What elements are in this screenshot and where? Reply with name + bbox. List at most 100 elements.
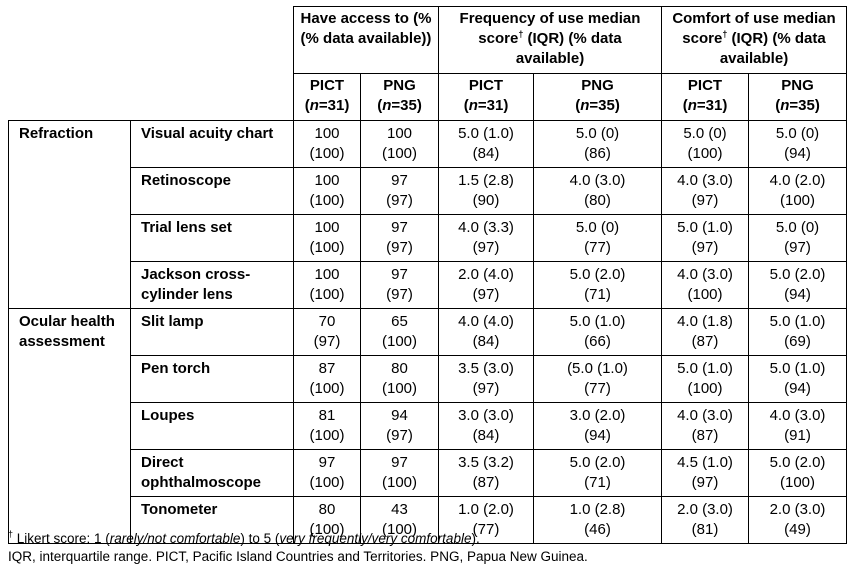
table-row: Trial lens set 100 (100) 97 (97) 4.0 (3.3) (97… [9,214,847,262]
value-data-available: (100) [687,145,723,162]
header-blank-2 [9,74,294,121]
value-main: 4.0 (2.0) [769,172,826,189]
value-data-available: (87) [472,474,500,491]
value-cell: 5.0 (0) (94) [748,120,847,168]
value-cell: 5.0 (2.0) (94) [748,261,847,309]
value-data-available: (100) [309,474,345,491]
value-cell: 100 (100) [293,167,361,215]
value-main: 5.0 (0) [683,125,727,142]
subheader-frequency-png: PNG (n=35) [533,73,662,121]
value-cell: 5.0 (0) (77) [533,214,662,262]
value-main: 5.0 (1.0) [677,360,733,377]
value-data-available: (81) [691,521,719,538]
value-cell: 5.0 (1.0) (66) [533,308,662,356]
value-main: 87 [318,360,336,377]
footnote-abbreviations: IQR, interquartile range. PICT, Pacific … [8,549,588,564]
value-main: 100 [314,125,340,142]
value-cell: 4.0 (3.0) (97) [661,167,749,215]
value-cell: 5.0 (2.0) (71) [533,261,662,309]
value-cell: 3.0 (3.0) (84) [438,402,534,450]
value-cell: 5.0 (1.0) (100) [661,355,749,403]
value-data-available: (71) [584,474,611,491]
equipment-name: Direct ophthalmoscope [130,449,294,497]
equipment-name: Trial lens set [130,214,294,262]
value-cell: 5.0 (2.0) (71) [533,449,662,497]
value-data-available: (91) [784,427,811,444]
value-main: 5.0 (2.0) [769,266,826,283]
value-main: 100 [314,219,340,236]
value-cell: 100 (100) [360,120,439,168]
value-data-available: (97) [472,380,500,397]
value-main: 5.0 (1.0) [769,360,826,377]
value-data-available: (86) [584,145,611,162]
value-data-available: (97) [472,286,500,303]
value-cell: 5.0 (0) (97) [748,214,847,262]
value-data-available: (100) [381,521,418,538]
value-cell: 97 (100) [293,449,361,497]
value-main: 1.0 (2.8) [569,501,626,518]
value-main: 4.0 (3.0) [677,172,733,189]
value-data-available: (97) [386,286,413,303]
value-main: 70 [318,313,336,330]
value-cell: 4.0 (3.3) (97) [438,214,534,262]
equipment-name: Tonometer [130,496,294,544]
value-main: 97 [391,219,408,236]
value-data-available: (77) [472,521,500,538]
value-cell: 80 (100) [293,496,361,544]
subheader-frequency-pict: PICT (n=31) [438,73,534,121]
value-data-available: (87) [691,333,719,350]
value-main: 4.0 (4.0) [458,313,514,330]
value-data-available: (80) [584,192,611,209]
value-data-available: (97) [386,239,413,256]
value-main: 5.0 (2.0) [569,454,626,471]
value-data-available: (69) [784,333,811,350]
table-row: Tonometer 80 (100) 43 (100) 1.0 (2.0) (77) 1.0 … [9,496,847,544]
equipment-name: Slit lamp [130,308,294,356]
value-cell: 43 (100) [360,496,439,544]
value-main: 94 [391,407,408,424]
header-comfort-of-use: Comfort of use median score† (IQR) (% da… [661,6,847,74]
value-main: 81 [318,407,336,424]
value-main: 5.0 (0) [775,125,820,142]
value-data-available: (100) [381,145,418,162]
header-row-groups: Have access to (% (% data available)) Fr… [9,6,847,74]
value-data-available: (49) [784,521,811,538]
equipment-name: Loupes [130,402,294,450]
value-data-available: (100) [309,380,345,397]
value-cell: 100 (100) [293,214,361,262]
value-main: 4.0 (3.3) [458,219,514,236]
table-footnotes: † Likert score: 1 (rarely/not comfortabl… [8,530,588,566]
value-main: 3.0 (3.0) [458,407,514,424]
equipment-name: Visual acuity chart [130,120,294,168]
group-label: Ocular health assessment [8,308,131,544]
value-data-available: (100) [687,380,723,397]
table-row: Direct ophthalmoscope 97 (100) 97 (100) 3.5 (… [9,449,847,497]
value-main: 4.0 (3.0) [769,407,826,424]
value-cell: (5.0 (1.0) (77) [533,355,662,403]
value-main: (5.0 (1.0) [567,360,628,377]
value-cell: 4.5 (1.0) (97) [661,449,749,497]
value-data-available: (77) [584,380,611,397]
subheader-comfort-png: PNG (n=35) [748,73,847,121]
subheader-comfort-pict: PICT (n=31) [661,73,749,121]
value-cell: 5.0 (1.0) (84) [438,120,534,168]
value-main: 5.0 (2.0) [769,454,826,471]
value-data-available: (97) [691,192,719,209]
value-cell: 94 (97) [360,402,439,450]
value-cell: 4.0 (3.0) (80) [533,167,662,215]
value-main: 5.0 (1.0) [569,313,626,330]
value-main: 4.0 (3.0) [677,407,733,424]
value-cell: 4.0 (2.0) (100) [748,167,847,215]
equipment-name: Retinoscope [130,167,294,215]
value-data-available: (94) [784,145,811,162]
value-data-available: (94) [784,380,811,397]
equipment-name: Jackson cross-cylinder lens [130,261,294,309]
value-main: 3.5 (3.2) [458,454,514,471]
value-main: 80 [391,360,408,377]
value-cell: 5.0 (0) (100) [661,120,749,168]
value-cell: 97 (97) [360,167,439,215]
value-cell: 4.0 (3.0) (91) [748,402,847,450]
value-main: 2.0 (3.0) [769,501,826,518]
value-data-available: (97) [386,192,413,209]
header-blank [9,7,294,74]
